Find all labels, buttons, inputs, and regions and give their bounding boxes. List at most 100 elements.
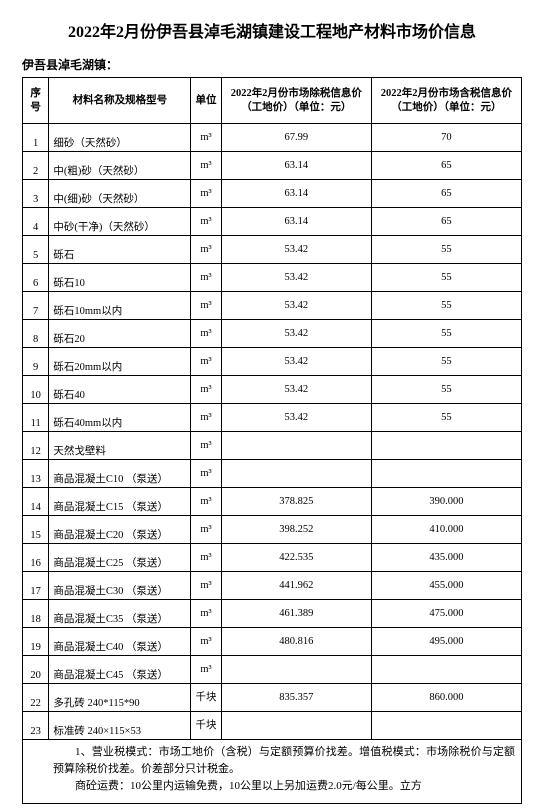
table-row: 5砾石m³53.4255: [23, 236, 522, 264]
cell-price-in: 475.000: [371, 600, 521, 628]
cell-price-ex: 53.42: [221, 348, 371, 376]
cell-price-in: 65: [371, 152, 521, 180]
cell-price-ex: 63.14: [221, 152, 371, 180]
cell-price-ex: 422.535: [221, 544, 371, 572]
cell-price-in: [371, 432, 521, 460]
cell-price-ex: 441.962: [221, 572, 371, 600]
cell-price-in: 55: [371, 404, 521, 432]
cell-name: 商品混凝土C30 （泵送）: [49, 572, 191, 600]
cell-seq: 6: [23, 264, 49, 292]
cell-price-ex: 63.14: [221, 180, 371, 208]
table-row: 9砾石20mm以内m³53.4255: [23, 348, 522, 376]
cell-price-ex: 53.42: [221, 376, 371, 404]
cell-name: 中(粗)砂（天然砂）: [49, 152, 191, 180]
table-row: 19商品混凝土C40 （泵送）m³480.816495.000: [23, 628, 522, 656]
cell-seq: 12: [23, 432, 49, 460]
cell-price-in: [371, 712, 521, 740]
page-title: 2022年2月份伊吾县淖毛湖镇建设工程地产材料市场价信息: [22, 18, 522, 42]
cell-seq: 7: [23, 292, 49, 320]
table-row: 17商品混凝土C30 （泵送）m³441.962455.000: [23, 572, 522, 600]
cell-name: 商品混凝土C45 （泵送）: [49, 656, 191, 684]
cell-price-in: 55: [371, 348, 521, 376]
cell-seq: 14: [23, 488, 49, 516]
table-row: 20商品混凝土C45 （泵送）m³: [23, 656, 522, 684]
cell-name: 多孔砖 240*115*90: [49, 684, 191, 712]
cell-price-ex: 63.14: [221, 208, 371, 236]
cell-price-ex: 461.389: [221, 600, 371, 628]
cell-unit: m³: [191, 152, 221, 180]
cell-price-in: 455.000: [371, 572, 521, 600]
cell-seq: 15: [23, 516, 49, 544]
cell-unit: m³: [191, 320, 221, 348]
table-row: 22多孔砖 240*115*90千块835.357860.000: [23, 684, 522, 712]
cell-seq: 18: [23, 600, 49, 628]
cell-price-in: 390.000: [371, 488, 521, 516]
cell-price-in: 55: [371, 264, 521, 292]
cell-price-in: 435.000: [371, 544, 521, 572]
cell-unit: m³: [191, 628, 221, 656]
table-body: 1细砂（天然砂）m³67.99702中(粗)砂（天然砂）m³63.14653中(…: [23, 124, 522, 740]
cell-unit: m³: [191, 264, 221, 292]
cell-unit: m³: [191, 404, 221, 432]
cell-seq: 23: [23, 712, 49, 740]
table-row: 4中砂(干净)（天然砂）m³63.1465: [23, 208, 522, 236]
cell-price-ex: 53.42: [221, 404, 371, 432]
cell-name: 商品混凝土C40 （泵送）: [49, 628, 191, 656]
cell-price-in: 65: [371, 180, 521, 208]
table-row: 3中(细)砂（天然砂）m³63.1465: [23, 180, 522, 208]
cell-price-ex: [221, 460, 371, 488]
cell-price-in: [371, 656, 521, 684]
cell-price-ex: 398.252: [221, 516, 371, 544]
cell-name: 商品混凝土C25 （泵送）: [49, 544, 191, 572]
cell-unit: m³: [191, 516, 221, 544]
cell-price-ex: 53.42: [221, 264, 371, 292]
cell-price-in: [371, 460, 521, 488]
th-p1: 2022年2月份市场除税信息价（工地价）（单位：元）: [221, 78, 371, 124]
cell-price-in: 55: [371, 292, 521, 320]
notes-line-2: 商砼运费：10公里内运输免费，10公里以上另加运费2.0元/每公里。立方: [53, 778, 515, 795]
table-row: 8砾石20m³53.4255: [23, 320, 522, 348]
cell-price-ex: 67.99: [221, 124, 371, 152]
cell-seq: 5: [23, 236, 49, 264]
subtitle: 伊吾县淖毛湖镇：: [22, 56, 522, 73]
table-row: 18商品混凝土C35 （泵送）m³461.389475.000: [23, 600, 522, 628]
cell-seq: 8: [23, 320, 49, 348]
cell-name: 砾石20mm以内: [49, 348, 191, 376]
th-name: 材料名称及规格型号: [49, 78, 191, 124]
cell-price-in: 55: [371, 376, 521, 404]
table-row: 7砾石10mm以内m³53.4255: [23, 292, 522, 320]
cell-name: 砾石: [49, 236, 191, 264]
table-header-row: 序号 材料名称及规格型号 单位 2022年2月份市场除税信息价（工地价）（单位：…: [23, 78, 522, 124]
cell-seq: 9: [23, 348, 49, 376]
cell-unit: 千块: [191, 684, 221, 712]
cell-price-ex: [221, 712, 371, 740]
cell-name: 砾石10mm以内: [49, 292, 191, 320]
table-row: 11砾石40mm以内m³53.4255: [23, 404, 522, 432]
cell-name: 标准砖 240×115×53: [49, 712, 191, 740]
cell-name: 砾石40: [49, 376, 191, 404]
cell-name: 商品混凝土C20 （泵送）: [49, 516, 191, 544]
table-row: 2中(粗)砂（天然砂）m³63.1465: [23, 152, 522, 180]
cell-seq: 17: [23, 572, 49, 600]
cell-price-in: 70: [371, 124, 521, 152]
cell-unit: m³: [191, 656, 221, 684]
cell-seq: 10: [23, 376, 49, 404]
cell-price-ex: 835.357: [221, 684, 371, 712]
cell-name: 细砂（天然砂）: [49, 124, 191, 152]
cell-unit: m³: [191, 208, 221, 236]
cell-seq: 22: [23, 684, 49, 712]
cell-unit: m³: [191, 432, 221, 460]
th-p2: 2022年2月份市场含税信息价（工地价）（单位：元）: [371, 78, 521, 124]
cell-unit: m³: [191, 600, 221, 628]
cell-name: 商品混凝土C35 （泵送）: [49, 600, 191, 628]
table-row: 14商品混凝土C15 （泵送）m³378.825390.000: [23, 488, 522, 516]
cell-seq: 3: [23, 180, 49, 208]
table-row: 6砾石10m³53.4255: [23, 264, 522, 292]
cell-unit: m³: [191, 460, 221, 488]
cell-seq: 16: [23, 544, 49, 572]
table-row: 15商品混凝土C20 （泵送）m³398.252410.000: [23, 516, 522, 544]
cell-unit: m³: [191, 124, 221, 152]
cell-name: 中(细)砂（天然砂）: [49, 180, 191, 208]
notes-line-1: 1、营业税模式：市场工地价（含税）与定额预算价找差。增值税模式：市场除税价与定额…: [53, 744, 515, 778]
cell-seq: 11: [23, 404, 49, 432]
